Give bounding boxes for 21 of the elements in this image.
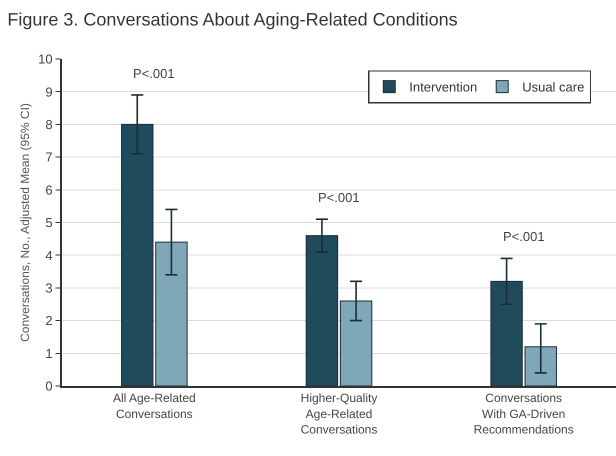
annotation: P<.001 [133, 66, 175, 81]
y-tick-label: 2 [45, 313, 53, 328]
y-tick-label: 1 [45, 346, 53, 361]
annotation: P<.001 [318, 190, 360, 205]
y-tick-label: 10 [38, 52, 53, 67]
chart-title: Figure 3. Conversations About Aging-Related Conditions [7, 9, 458, 30]
x-tick-label: Higher-Quality Age-Related Conversations [300, 391, 378, 436]
x-tick-label: All Age-Related Conversations [112, 391, 196, 421]
y-tick-label: 6 [45, 182, 53, 198]
legend-label: Intervention [409, 80, 478, 95]
y-tick-label: 7 [45, 150, 53, 165]
y-tick-label: 9 [45, 84, 53, 100]
y-tick-label: 5 [45, 215, 53, 230]
annotation: P<.001 [503, 229, 545, 244]
y-tick-label: 8 [45, 116, 53, 132]
legend-label: Usual care [522, 80, 584, 95]
x-tick-label: Conversations With GA-Driven Recommendations [474, 391, 574, 436]
y-axis-title: Conversations, No., Adjusted Mean (95% CI) [18, 103, 32, 342]
y-tick-label: 4 [45, 248, 53, 263]
y-tick-label: 3 [45, 280, 53, 296]
y-tick-label: 0 [45, 378, 53, 394]
